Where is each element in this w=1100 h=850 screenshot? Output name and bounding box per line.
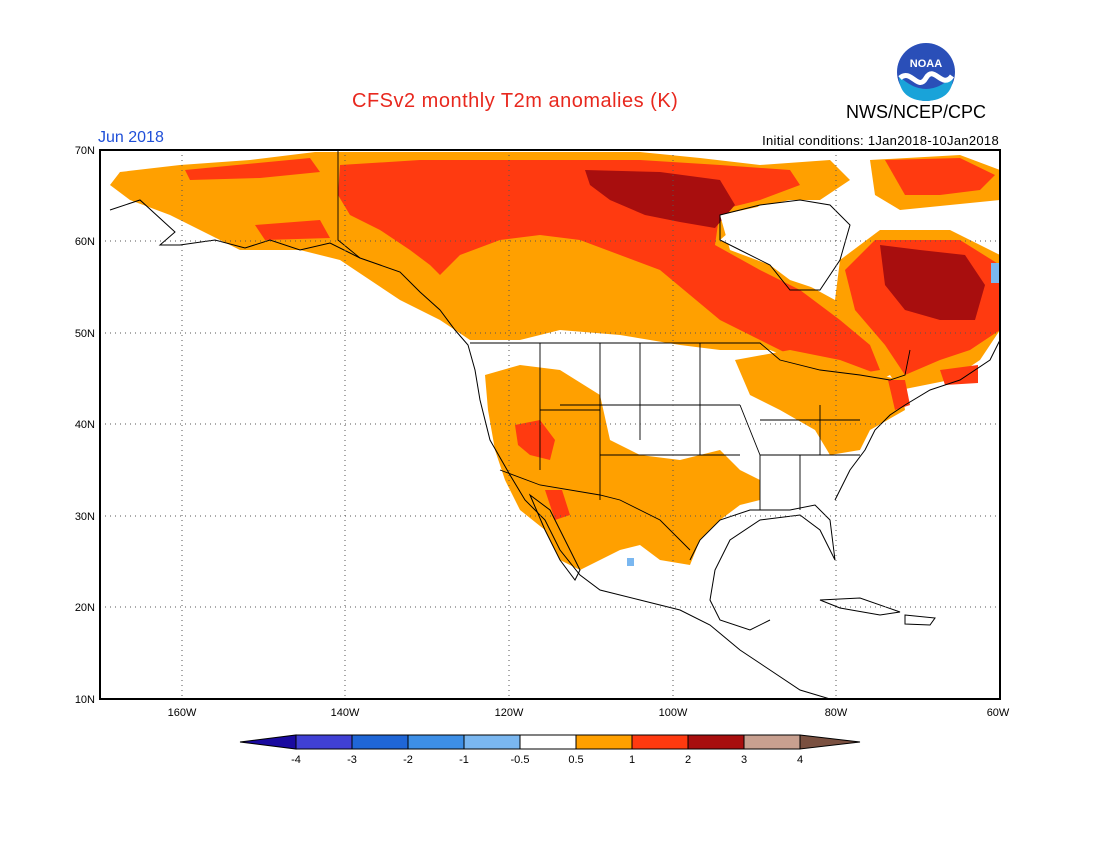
- anomaly-region-canada-red: [338, 160, 880, 375]
- legend-swatch-neutral: [519, 734, 577, 750]
- lat-label-50n: 50N: [75, 328, 95, 340]
- anomaly-spot-novascotia: [940, 365, 978, 385]
- legend-label-minus0.5: -0.5: [511, 754, 530, 766]
- cuba-coast: [819, 597, 901, 616]
- anomaly-region-alaska-red: [185, 158, 320, 180]
- anomaly-spot-newengland: [888, 380, 910, 410]
- latitude-labels: 70N 60N 50N 40N 30N 20N 10N: [75, 145, 95, 706]
- anomaly-region-baffin-red: [885, 158, 995, 195]
- alaska-border: [337, 150, 361, 259]
- lat-label-60n: 60N: [75, 236, 95, 248]
- noaa-logo: NOAA: [896, 42, 956, 102]
- lat-label-70n: 70N: [75, 145, 95, 157]
- legend-swatch-3: [743, 734, 801, 750]
- valid-month-label: Jun 2018: [98, 129, 164, 146]
- longitude-labels: 160W 140W 120W 100W 80W 60W: [168, 707, 1010, 719]
- lon-label-120w: 120W: [495, 707, 524, 719]
- legend-label-0.5: 0.5: [568, 754, 583, 766]
- east-coast: [834, 339, 1000, 501]
- svg-text:NOAA: NOAA: [910, 58, 942, 70]
- lon-label-160w: 160W: [168, 707, 197, 719]
- legend-swatch-minus2: [407, 734, 465, 750]
- legend-swatch-2: [687, 734, 745, 750]
- lat-label-10n: 10N: [75, 694, 95, 706]
- anomaly-center-canada: [585, 170, 735, 228]
- agency-label: NWS/NCEP/CPC: [846, 102, 987, 122]
- initial-conditions-label: Initial conditions: 1Jan2018-10Jan2018: [762, 133, 999, 148]
- us-mexico-border: [499, 469, 691, 551]
- state-lines: [539, 343, 860, 510]
- anomaly-spot-baja: [545, 490, 570, 520]
- political-borders: [337, 150, 911, 551]
- legend-swatch-0.5: [575, 734, 633, 750]
- baja-coast: [528, 493, 581, 581]
- hudson-bay-neutral: [720, 200, 850, 290]
- legend-label-minus4: -4: [291, 754, 301, 766]
- us-canada-border: [470, 342, 911, 381]
- legend-label-minus3: -3: [347, 754, 357, 766]
- legend-swatch-minus1: [463, 734, 521, 750]
- lon-label-100w: 100W: [659, 707, 688, 719]
- legend-swatch-below-minus4: [239, 734, 297, 750]
- anomaly-region-us-west: [485, 365, 760, 570]
- lon-label-80w: 80W: [825, 707, 848, 719]
- gulf-coast: [689, 504, 836, 631]
- lat-label-20n: 20N: [75, 602, 95, 614]
- anomaly-region-alaska-red-2: [255, 220, 330, 240]
- anomaly-fields: [110, 152, 1000, 570]
- lon-label-140w: 140W: [331, 707, 360, 719]
- legend-label-2: 2: [685, 754, 691, 766]
- anomaly-center-quebec: [880, 245, 985, 320]
- lon-label-60w: 60W: [987, 707, 1010, 719]
- legend-label-minus1: -1: [459, 754, 469, 766]
- hispaniola-coast: [904, 614, 936, 626]
- color-legend: -4 -3 -2 -1 -0.5 0.5 1 2 3 4: [239, 734, 861, 766]
- legend-swatch-minus4: [295, 734, 353, 750]
- legend-label-4: 4: [797, 754, 803, 766]
- legend-swatch-minus3: [351, 734, 409, 750]
- lat-label-40n: 40N: [75, 419, 95, 431]
- anomaly-spot-mexico-cool: [627, 558, 634, 566]
- legend-swatch-above-4: [799, 734, 861, 750]
- hudson-bay-coast: [719, 199, 851, 291]
- anomaly-spot-sw: [515, 420, 555, 460]
- legend-label-minus2: -2: [403, 754, 413, 766]
- map-frame: [99, 149, 1001, 700]
- anomaly-spot-labrador-cool: [991, 263, 1000, 283]
- graticule: [100, 150, 1000, 699]
- legend-label-1: 1: [629, 754, 635, 766]
- lat-label-30n: 30N: [75, 511, 95, 523]
- anomaly-region-great-lakes: [735, 350, 905, 455]
- map-title: CFSv2 monthly T2m anomalies (K): [352, 90, 679, 112]
- legend-label-3: 3: [741, 754, 747, 766]
- legend-swatch-1: [631, 734, 689, 750]
